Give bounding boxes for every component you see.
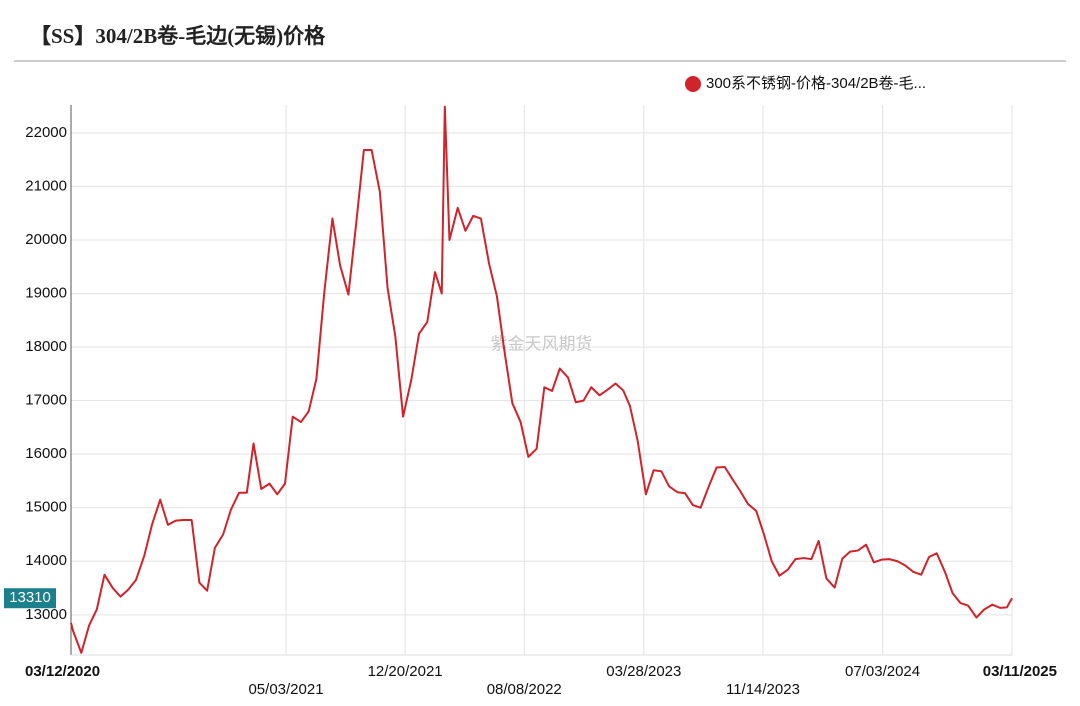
y-tick-label: 17000 — [25, 392, 67, 409]
y-tick-label: 16000 — [25, 445, 67, 462]
y-tick-label: 21000 — [25, 177, 67, 194]
y-tick-label: 13000 — [25, 606, 67, 623]
chart-title: 【SS】304/2B卷-毛边(无锡)价格 — [30, 24, 326, 48]
series-line — [70, 105, 1013, 654]
y-tick-label: 22000 — [25, 124, 67, 141]
x-tick-label: 03/28/2023 — [606, 663, 681, 680]
x-tick-label: 03/11/2025 — [983, 663, 1057, 680]
x-tick-label: 07/03/2024 — [845, 663, 920, 680]
x-tick-label: 11/14/2023 — [726, 681, 800, 698]
legend-label: 300系不锈钢-价格-304/2B卷-毛... — [706, 75, 926, 92]
current-value-badge — [4, 588, 56, 609]
y-tick-label: 19000 — [25, 284, 67, 301]
y-tick-label: 14000 — [25, 552, 67, 569]
watermark: 紫金天风期货 — [491, 334, 593, 353]
x-tick-label: 03/12/2020 — [25, 663, 100, 680]
y-tick-label: 18000 — [25, 338, 67, 355]
x-tick-label: 05/03/2021 — [248, 681, 323, 698]
y-tick-label: 15000 — [25, 499, 67, 516]
x-tick-label: 12/20/2021 — [368, 663, 443, 680]
y-tick-label: 20000 — [25, 231, 67, 248]
legend-marker — [685, 76, 701, 92]
current-value-label: 13310 — [9, 589, 51, 606]
x-tick-label: 08/08/2022 — [487, 681, 562, 698]
